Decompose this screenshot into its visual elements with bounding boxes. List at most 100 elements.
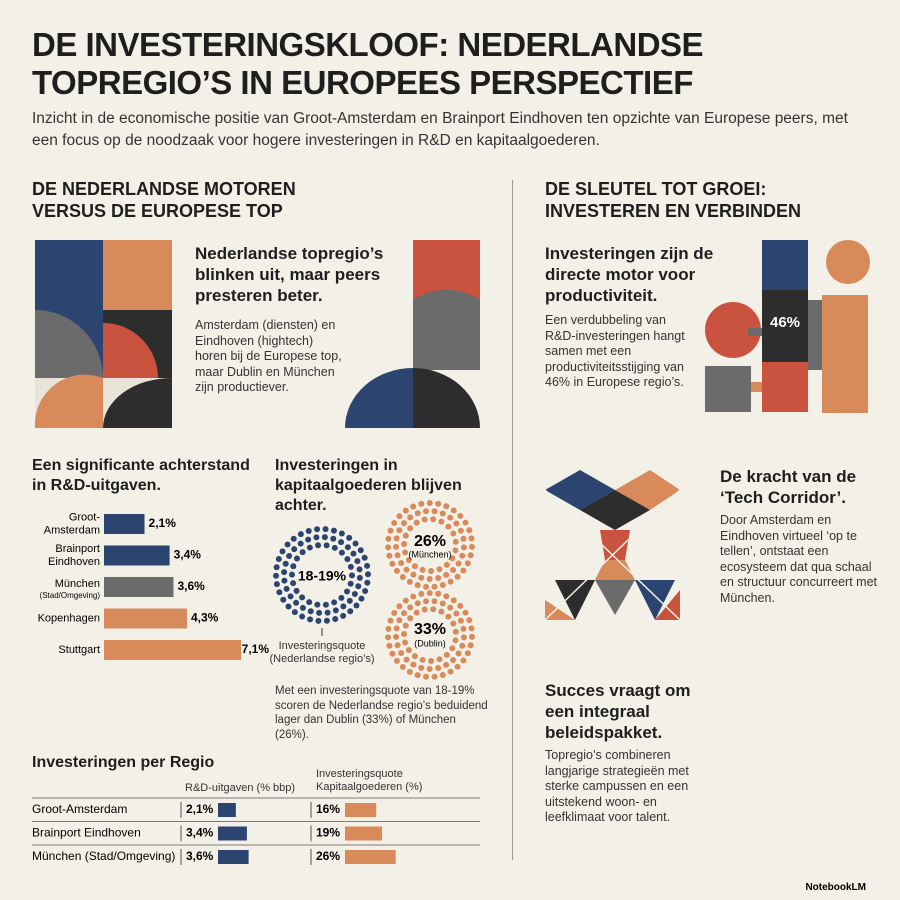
- dot: [439, 510, 446, 517]
- dot: [418, 590, 425, 597]
- dot: [452, 538, 459, 545]
- dot: [439, 600, 446, 607]
- dot: [299, 604, 306, 611]
- dot: [426, 590, 433, 597]
- dot: [306, 544, 313, 551]
- section-heading: DE NEDERLANDSE MOTOREN VERSUS DE EUROPES…: [32, 179, 296, 221]
- dot: [282, 560, 289, 567]
- dot: [353, 602, 360, 609]
- dot: [393, 625, 400, 632]
- dot: [364, 571, 371, 578]
- dot: [391, 610, 398, 617]
- dot: [457, 512, 464, 519]
- dot: [419, 656, 426, 663]
- dot: [299, 549, 306, 556]
- table-bar: [345, 826, 383, 841]
- dot: [323, 617, 330, 624]
- dot: [452, 628, 459, 635]
- dot: [338, 539, 345, 546]
- dot: [405, 557, 412, 564]
- dot: [338, 549, 345, 556]
- dot: [410, 661, 417, 668]
- dot: [364, 579, 371, 586]
- cell: 19%: [316, 826, 340, 840]
- dot: [431, 673, 438, 680]
- dot: [305, 536, 312, 543]
- value-label: 7,1%: [242, 642, 270, 656]
- dot: [460, 634, 467, 641]
- table: Groot-Amsterdam 2,1% 16% Brainport Eindhove…: [32, 797, 480, 865]
- dot: [423, 673, 430, 680]
- stat: 18-19%: [298, 568, 347, 584]
- dot: [402, 507, 409, 514]
- card-title: Succes vraagt om een integraal beleidspa…: [545, 681, 691, 742]
- category-label: Kopenhagen: [38, 612, 100, 624]
- dot: [435, 500, 442, 507]
- table-bar: [345, 850, 396, 864]
- card-body: Door Amsterdam en Eindhoven virtueel ‘op…: [720, 513, 878, 605]
- dot: [275, 556, 282, 563]
- dot: [293, 587, 300, 594]
- decor: [34, 240, 870, 621]
- dot: [321, 534, 328, 541]
- dot: [305, 527, 312, 534]
- label-line: Brainport: [55, 543, 100, 555]
- dot: [350, 550, 357, 557]
- dot: [445, 523, 452, 530]
- dot: [385, 625, 392, 632]
- dot: [389, 650, 396, 657]
- dot: [400, 610, 407, 617]
- dot: [428, 657, 435, 664]
- dot: [407, 514, 414, 521]
- dot: [398, 559, 405, 566]
- dot: [406, 668, 413, 675]
- dot: [436, 566, 443, 573]
- dot: [460, 535, 467, 542]
- dot: [468, 543, 475, 550]
- table-bar: [345, 803, 377, 817]
- dot: [346, 597, 353, 604]
- dot: [413, 519, 420, 526]
- dot: [316, 609, 323, 616]
- dot: [391, 520, 398, 527]
- dot: [323, 542, 330, 549]
- card-body: Topregio’s combineren langjarige strateg…: [545, 748, 689, 824]
- dot: [430, 516, 437, 523]
- dot: [386, 642, 393, 649]
- dot: [280, 596, 287, 603]
- dot: [450, 656, 457, 663]
- dot: [443, 571, 450, 578]
- dot: [290, 580, 297, 587]
- dot: [393, 535, 400, 542]
- label-line: Amsterdam: [44, 525, 100, 537]
- dot: [297, 540, 304, 547]
- cell: Groot-Amsterdam: [32, 802, 127, 816]
- dot: [362, 587, 369, 594]
- dot: [287, 593, 294, 600]
- category-label: Brainport Eindhoven: [48, 543, 100, 568]
- dot: [394, 642, 401, 649]
- dot: [396, 527, 403, 534]
- dot: [387, 527, 394, 534]
- dot: [338, 594, 345, 601]
- dot: [346, 534, 353, 541]
- dot: [428, 567, 435, 574]
- caption: Investeringsquote (Nederlandse regio’s): [269, 640, 375, 665]
- dot: [439, 581, 446, 588]
- dot: [314, 526, 321, 533]
- table-bar: [218, 850, 249, 864]
- card-title: Investeringen zijn de directe motor voor…: [545, 244, 714, 305]
- dot: [356, 574, 363, 581]
- dot: [285, 603, 292, 610]
- dot: [290, 563, 297, 570]
- dot: [347, 580, 354, 587]
- dot: [419, 566, 426, 573]
- card-body: Amsterdam (diensten) en Eindhoven (hight…: [195, 318, 342, 394]
- dot: [402, 597, 409, 604]
- dot: [405, 647, 412, 654]
- dot: [466, 617, 473, 624]
- dot: [361, 554, 368, 561]
- dot: [400, 520, 407, 527]
- dot: [358, 595, 365, 602]
